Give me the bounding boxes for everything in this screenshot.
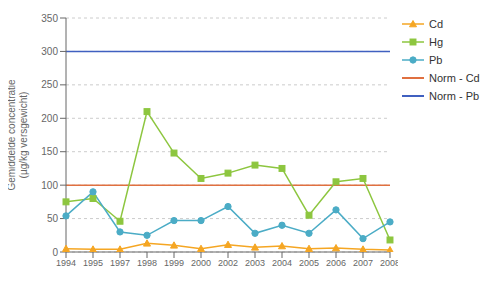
svg-text:2003: 2003 xyxy=(245,258,265,268)
svg-text:1999: 1999 xyxy=(164,258,184,268)
svg-text:150: 150 xyxy=(41,146,58,157)
svg-text:2002: 2002 xyxy=(218,258,238,268)
svg-text:200: 200 xyxy=(41,113,58,124)
svg-text:1995: 1995 xyxy=(83,258,103,268)
svg-text:0: 0 xyxy=(52,247,58,258)
html-text:Cd: Cd xyxy=(429,18,444,30)
svg-text:2005: 2005 xyxy=(299,258,319,268)
svg-text:300: 300 xyxy=(41,46,58,57)
svg-text:50: 50 xyxy=(47,213,59,224)
svg-text:1997: 1997 xyxy=(110,258,130,268)
html-text:Norm - Pb: Norm - Pb xyxy=(429,90,480,102)
svg-text:350: 350 xyxy=(41,13,58,24)
svg-text:Gemiddelde concentratie(µg/kg: Gemiddelde concentratie(µg/kg versgewich… xyxy=(8,79,29,191)
html-text:Pb: Pb xyxy=(429,54,443,66)
svg-text:1994: 1994 xyxy=(56,258,76,268)
svg-text:250: 250 xyxy=(41,79,58,90)
svg-text:100: 100 xyxy=(41,180,58,191)
svg-text:2007: 2007 xyxy=(353,258,373,268)
svg-text:1998: 1998 xyxy=(137,258,157,268)
svg-text:2006: 2006 xyxy=(326,258,346,268)
svg-text:2008: 2008 xyxy=(380,258,398,268)
svg-text:2004: 2004 xyxy=(272,258,292,268)
svg-text:2000: 2000 xyxy=(191,258,211,268)
html-text:Hg: Hg xyxy=(429,36,444,48)
html-text:Norm - Cd: Norm - Cd xyxy=(429,72,480,84)
